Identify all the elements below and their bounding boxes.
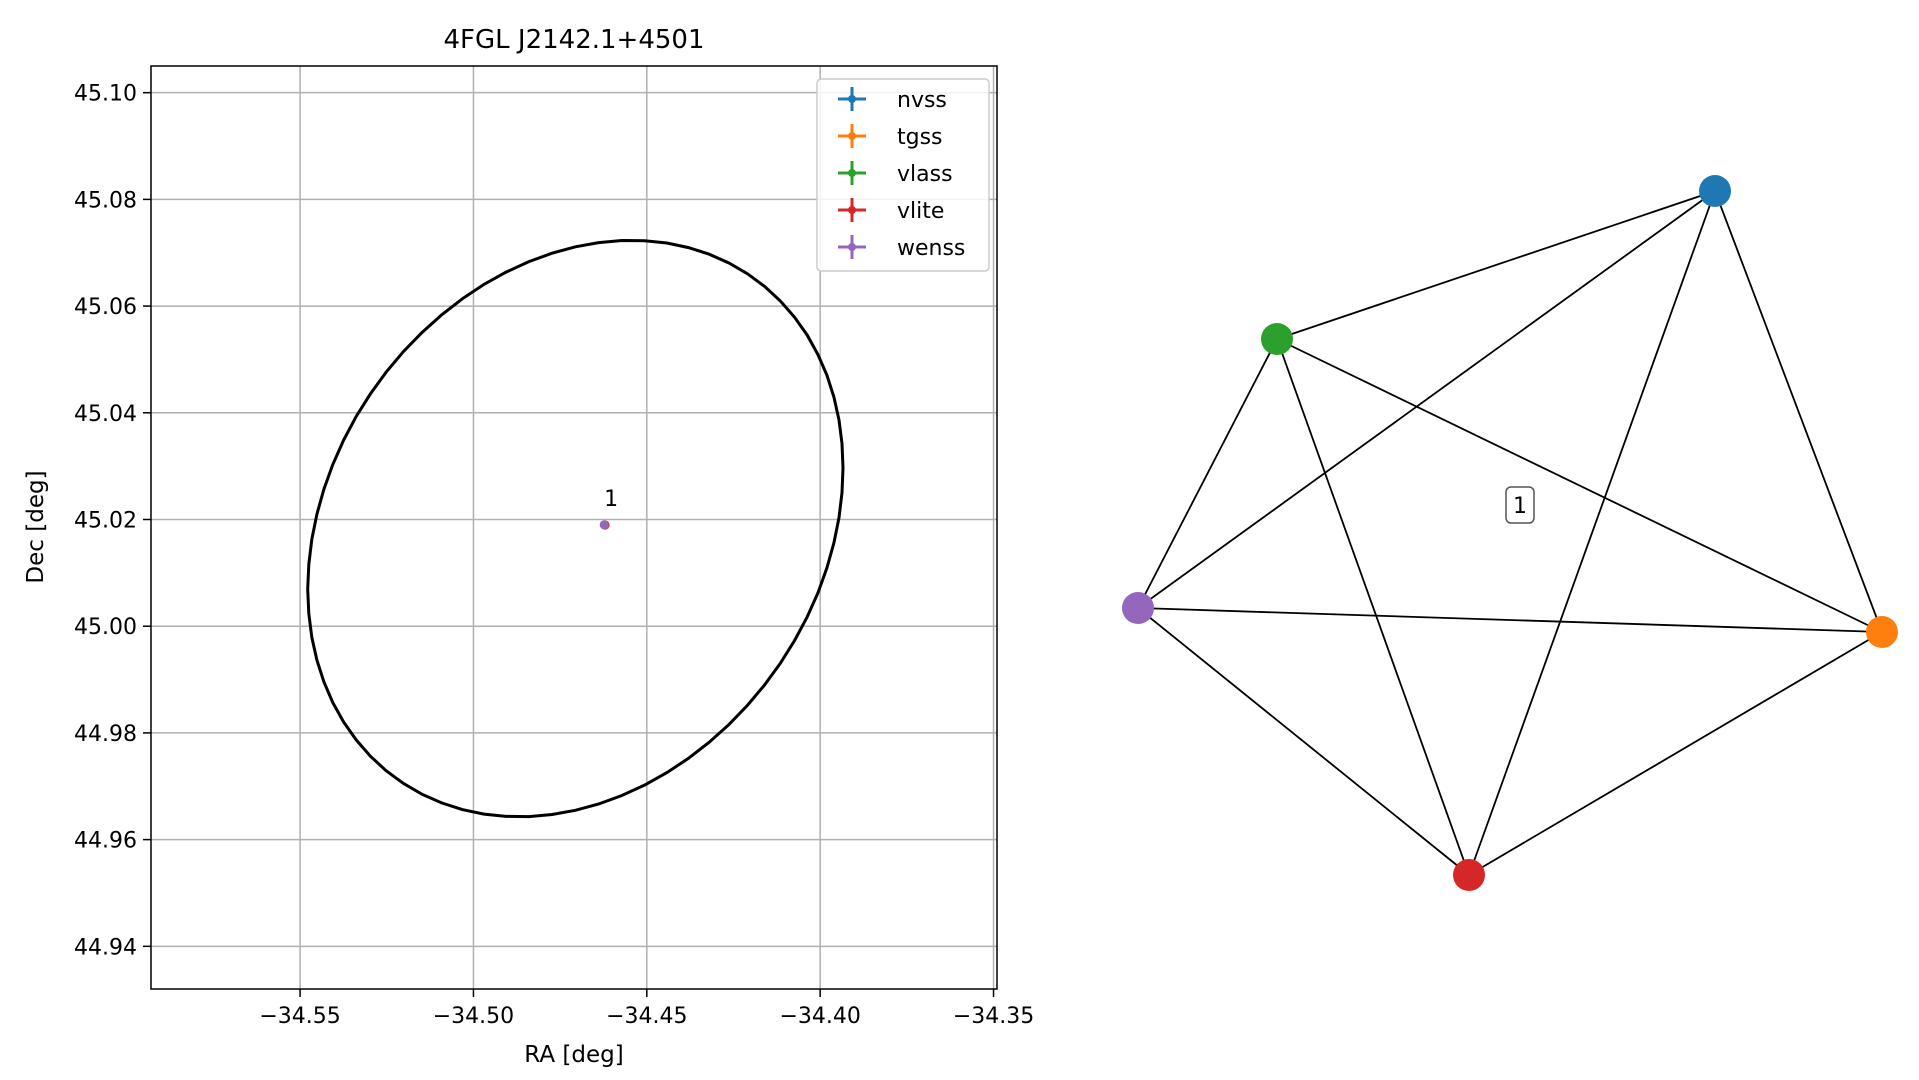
graph-nodes xyxy=(1122,175,1898,891)
graph-edge-vlass-wenss xyxy=(1137,338,1278,609)
graph-edge-vlite-nvss xyxy=(1468,190,1716,876)
error-ellipse-group xyxy=(306,238,845,819)
graph-panel: 1 xyxy=(1122,175,1898,891)
x-tick-label: −34.50 xyxy=(433,1004,514,1029)
legend-label-wenss: wenss xyxy=(897,236,965,261)
grid xyxy=(151,66,997,989)
graph-node-nvss xyxy=(1699,175,1731,207)
legend: nvss tgss vlass vlite wenss xyxy=(816,78,990,272)
graph-edge-wenss-tgss xyxy=(1137,607,1883,633)
legend-marker-dot-wenss xyxy=(848,243,856,251)
y-axis-label: Dec [deg] xyxy=(23,470,49,583)
x-axis-label: RA [deg] xyxy=(524,1042,623,1068)
x-tick-label: −34.55 xyxy=(259,1004,340,1029)
graph-node-tgss xyxy=(1866,616,1898,648)
points-group xyxy=(599,520,610,530)
y-tick-label: 44.96 xyxy=(74,829,137,854)
y-tick-label: 45.00 xyxy=(74,615,137,640)
graph-edge-vlite-tgss xyxy=(1468,631,1883,876)
graph-edge-vlass-nvss xyxy=(1276,190,1716,340)
group-label-text: 1 xyxy=(1513,494,1527,519)
graph-edge-nvss-tgss xyxy=(1714,190,1883,633)
graph-edge-vlass-tgss xyxy=(1276,338,1883,633)
y-tick-label: 44.98 xyxy=(74,722,137,747)
graph-node-wenss xyxy=(1122,592,1154,624)
legend-marker-dot-tgss xyxy=(848,132,856,140)
legend-label-vlite: vlite xyxy=(897,199,944,224)
graph-node-vlass xyxy=(1261,323,1293,355)
y-tick-label: 44.94 xyxy=(74,935,137,960)
y-axis-ticks: 44.94 44.96 44.98 45.00 45.02 45.04 45.06 45.08… xyxy=(74,82,151,960)
x-tick-label: −34.35 xyxy=(953,1004,1034,1029)
legend-label-tgss: tgss xyxy=(897,125,943,150)
group-label-box xyxy=(1505,486,1535,524)
error-ellipse xyxy=(306,238,845,819)
graph-node-vlite xyxy=(1453,859,1485,891)
group-label: 1 xyxy=(1505,486,1535,524)
legend-marker-dot-vlite xyxy=(848,206,856,214)
y-tick-label: 45.04 xyxy=(74,402,137,427)
legend-frame xyxy=(816,78,990,272)
graph-edge-wenss-vlite xyxy=(1137,607,1470,876)
graph-edge-wenss-nvss xyxy=(1137,190,1716,609)
graph-edge-vlass-vlite xyxy=(1276,338,1470,876)
scatter-panel: 4FGL J2142.1+4501 1 −34.55 −34.50 −34.45 −3… xyxy=(23,25,1034,1068)
y-tick-label: 45.02 xyxy=(74,508,137,533)
legend-label-vlass: vlass xyxy=(897,162,953,187)
graph-edges xyxy=(1137,190,1883,876)
point-annotation: 1 xyxy=(604,487,618,512)
data-point-wenss xyxy=(599,520,609,530)
x-tick-label: −34.45 xyxy=(606,1004,687,1029)
chart-title: 4FGL J2142.1+4501 xyxy=(444,25,705,55)
x-axis-ticks: −34.55 −34.50 −34.45 −34.40 −34.35 xyxy=(259,989,1034,1029)
legend-marker-dot-nvss xyxy=(848,95,856,103)
y-tick-label: 45.08 xyxy=(74,188,137,213)
legend-label-nvss: nvss xyxy=(897,88,947,113)
y-tick-label: 45.10 xyxy=(74,82,137,107)
legend-marker-dot-vlass xyxy=(848,169,856,177)
x-tick-label: −34.40 xyxy=(779,1004,860,1029)
y-tick-label: 45.06 xyxy=(74,295,137,320)
plot-area-frame xyxy=(150,65,998,990)
